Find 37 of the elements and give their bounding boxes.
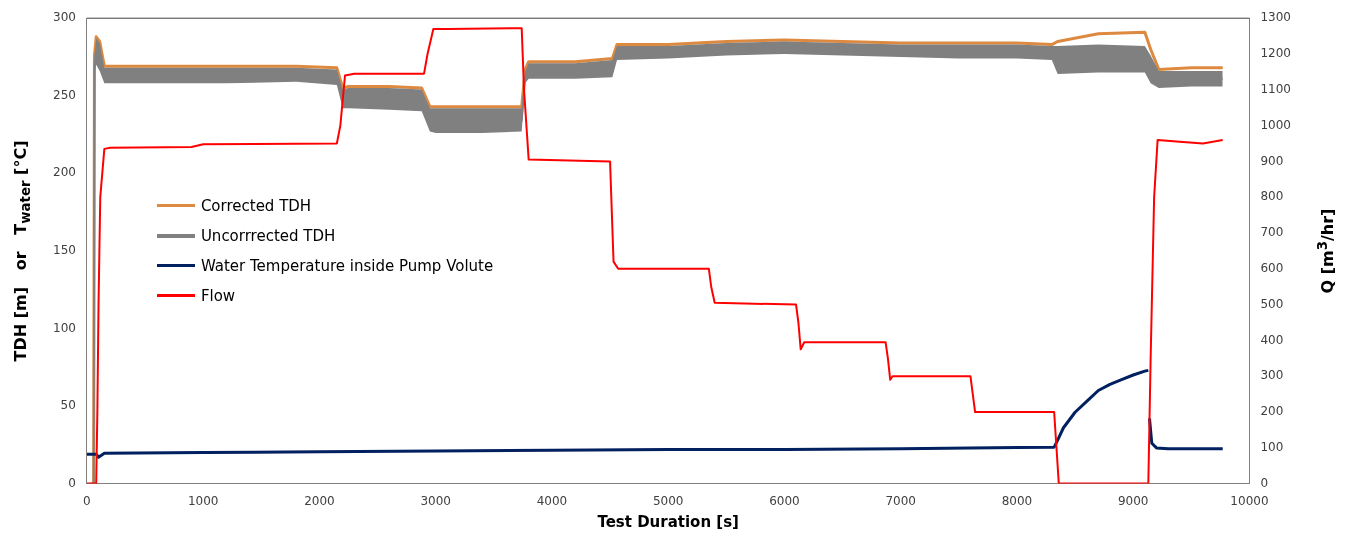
x-tick-label: 1000	[187, 493, 219, 508]
y-tick-label: 0	[68, 475, 76, 490]
x-tick-label: 4000	[536, 493, 568, 508]
legend-label: Uncorrrected TDH	[200, 226, 336, 245]
x-tick-label: 10000	[1230, 493, 1269, 508]
y2-tick-label: 100	[1260, 439, 1284, 454]
y-tick-label: 300	[53, 10, 76, 25]
y2-tick-label: 300	[1260, 368, 1284, 383]
legend-label: Water Temperature inside Pump Volute	[200, 256, 494, 275]
y2-tick-label: 600	[1260, 260, 1284, 275]
x-tick-label: 8000	[1001, 493, 1033, 508]
y-tick-label: 250	[53, 87, 76, 102]
x-tick-label: 6000	[769, 493, 800, 508]
y2-tick-label: 200	[1260, 404, 1284, 419]
y2-tick-label: 700	[1260, 225, 1284, 240]
y2-tick-label: 1100	[1260, 81, 1292, 96]
y2-tick-label: 800	[1260, 189, 1284, 204]
y2-tick-label: 1300	[1260, 10, 1292, 25]
y2-tick-label: 900	[1260, 153, 1284, 168]
x-tick-label: 7000	[885, 493, 916, 508]
x-tick-label: 2000	[304, 493, 335, 508]
x-tick-label: 3000	[420, 493, 451, 508]
y2-tick-label: 1000	[1260, 117, 1292, 132]
y-tick-label: 100	[53, 320, 76, 335]
y-tick-label: 150	[53, 243, 76, 258]
x-tick-label: 9000	[1117, 493, 1149, 508]
x-axis-title: Test Duration [s]	[597, 512, 739, 531]
y-tick-label: 200	[53, 165, 76, 180]
y2-tick-label: 500	[1260, 296, 1284, 311]
x-tick-label: 0	[83, 493, 91, 508]
x-tick-label: 5000	[652, 493, 684, 508]
y2-tick-label: 0	[1260, 475, 1269, 490]
legend-label: Flow	[200, 286, 236, 305]
y2-tick-label: 1200	[1260, 46, 1292, 61]
legend-label: Corrected TDH	[200, 196, 312, 215]
y2-tick-label: 400	[1260, 332, 1284, 347]
y-tick-label: 50	[60, 398, 76, 413]
